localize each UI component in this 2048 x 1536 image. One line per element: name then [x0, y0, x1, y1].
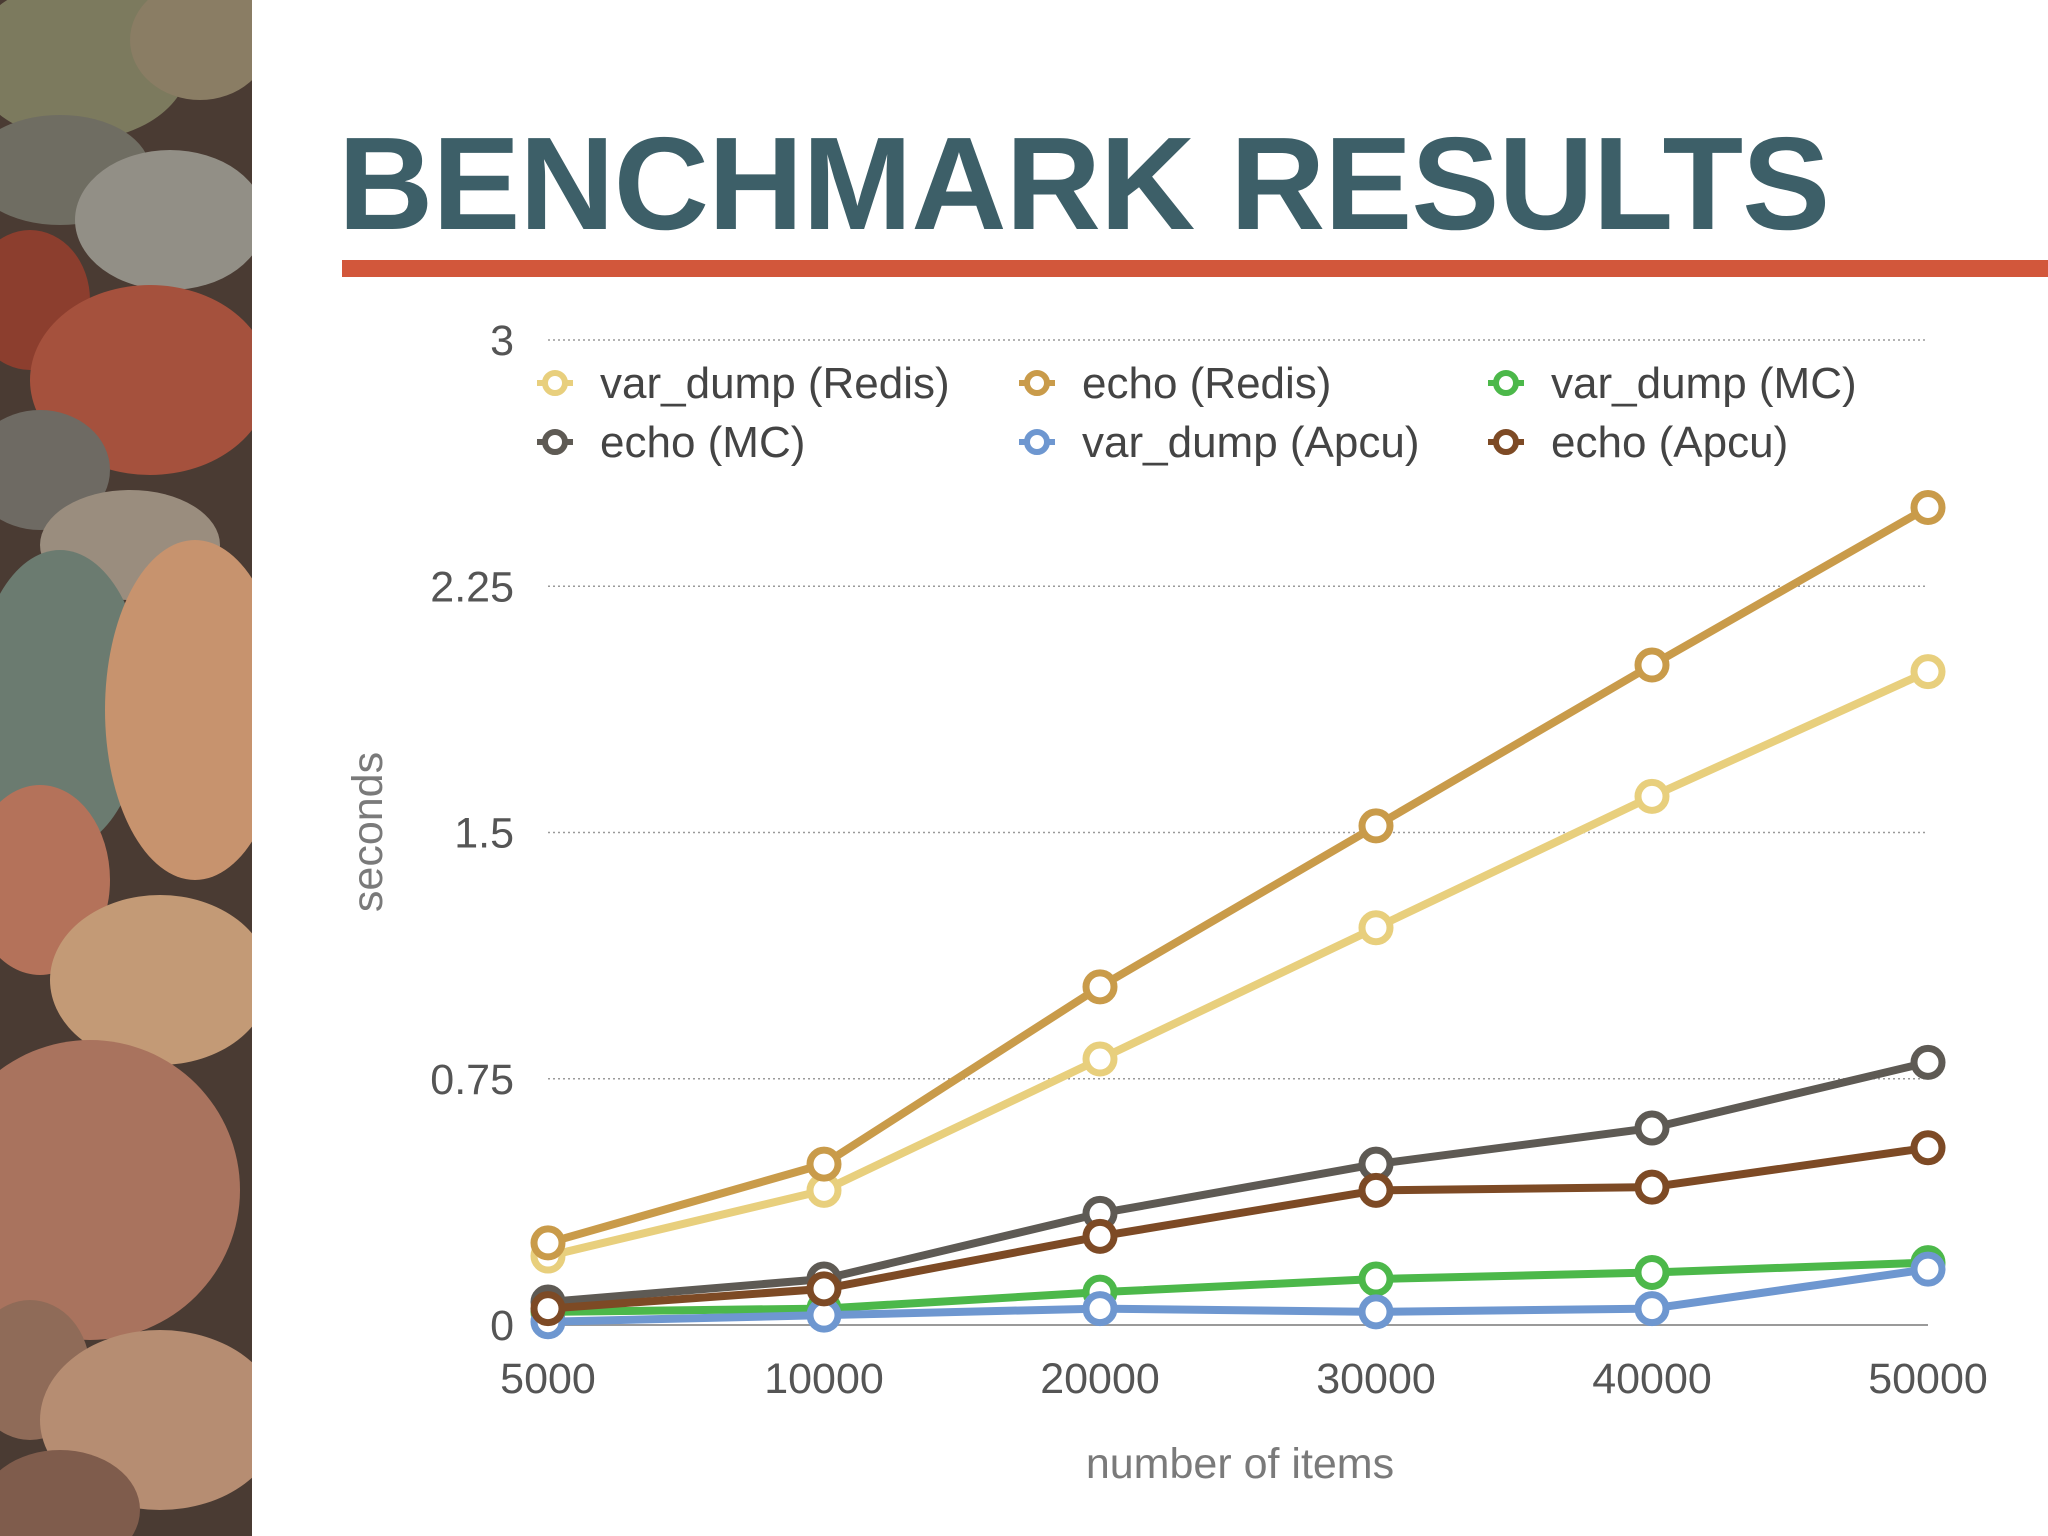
data-point [1634, 1169, 1670, 1205]
x-tick-label: 10000 [764, 1355, 884, 1403]
legend-label: echo (Redis) [1082, 359, 1331, 408]
legend-swatch-marker [542, 429, 568, 455]
series-echo-redis [530, 489, 1946, 1261]
legend-label: var_dump (MC) [1551, 359, 1857, 408]
data-point [1910, 654, 1946, 690]
series-group [530, 489, 1946, 1340]
title-underline [342, 260, 2048, 277]
legend-label: var_dump (Redis) [600, 359, 950, 408]
series-line [544, 1143, 1932, 1313]
series-line [544, 503, 1932, 1247]
x-tick-label: 30000 [1316, 1355, 1436, 1403]
data-point [530, 1291, 566, 1327]
data-point [806, 1271, 842, 1307]
x-axis-label: number of items [1086, 1440, 1394, 1488]
series-line [544, 667, 1932, 1261]
data-point [530, 1225, 566, 1261]
x-tick-label: 50000 [1868, 1355, 1988, 1403]
data-point [1910, 1044, 1946, 1080]
y-tick-label: 3 [490, 317, 514, 365]
series-echo-mc [530, 1044, 1946, 1320]
y-tick-label: 0.75 [430, 1056, 514, 1104]
data-point [806, 1146, 842, 1182]
data-point [1910, 1130, 1946, 1166]
data-point [1358, 1294, 1394, 1330]
data-point [1910, 489, 1946, 525]
legend-item: echo (MC) [537, 418, 805, 467]
y-axis-label: seconds [344, 752, 392, 912]
legend-label: echo (MC) [600, 418, 805, 467]
grid-lines [548, 339, 1928, 1080]
slide-title: BENCHMARK RESULTS [338, 110, 1830, 257]
data-point [1082, 1218, 1118, 1254]
legend-item: var_dump (Apcu) [1019, 418, 1419, 467]
series-line [544, 1058, 1932, 1307]
legend-swatch-marker [542, 370, 568, 396]
data-point [1634, 647, 1670, 683]
data-point [1358, 910, 1394, 946]
x-tick-label: 20000 [1040, 1355, 1160, 1403]
data-point [1634, 1110, 1670, 1146]
legend-item: echo (Redis) [1019, 359, 1331, 408]
data-point [1082, 1291, 1118, 1327]
legend-swatch-marker [1493, 429, 1519, 455]
legend-item: echo (Apcu) [1488, 418, 1788, 467]
data-point [1634, 1254, 1670, 1290]
data-point [1082, 969, 1118, 1005]
x-tick-label: 40000 [1592, 1355, 1712, 1403]
series-line [544, 1258, 1932, 1316]
x-axis-ticks: 5000 10000 20000 30000 40000 50000 [500, 1355, 1988, 1403]
legend-item: var_dump (Redis) [537, 359, 950, 408]
data-point [1358, 1172, 1394, 1208]
legend-label: echo (Apcu) [1551, 418, 1788, 467]
series-echo-apcu [530, 1130, 1946, 1327]
legend: var_dump (Redis) echo (Redis) var_dump (MC… [537, 359, 1857, 467]
data-point [1358, 808, 1394, 844]
stone-background-image [0, 0, 252, 1536]
data-point [1910, 1251, 1946, 1287]
y-tick-label: 0 [490, 1302, 514, 1350]
data-point [1634, 1291, 1670, 1327]
x-tick-label: 5000 [500, 1355, 596, 1403]
y-axis-ticks: 0 0.75 1.5 2.25 3 [430, 317, 514, 1350]
y-tick-label: 2.25 [430, 563, 514, 611]
data-point [1634, 778, 1670, 814]
y-tick-label: 1.5 [454, 810, 514, 858]
legend-label: var_dump (Apcu) [1082, 418, 1419, 467]
legend-swatch-marker [1024, 370, 1050, 396]
data-point [1082, 1041, 1118, 1077]
series-line [544, 1265, 1932, 1326]
legend-swatch-marker [1493, 370, 1519, 396]
data-point [1358, 1261, 1394, 1297]
legend-swatch-marker [1024, 429, 1050, 455]
legend-item: var_dump (MC) [1488, 359, 1857, 408]
